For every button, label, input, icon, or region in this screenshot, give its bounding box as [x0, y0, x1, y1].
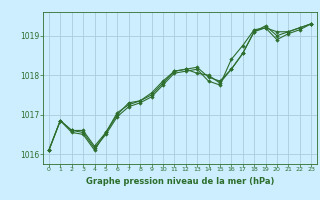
- X-axis label: Graphe pression niveau de la mer (hPa): Graphe pression niveau de la mer (hPa): [86, 177, 274, 186]
